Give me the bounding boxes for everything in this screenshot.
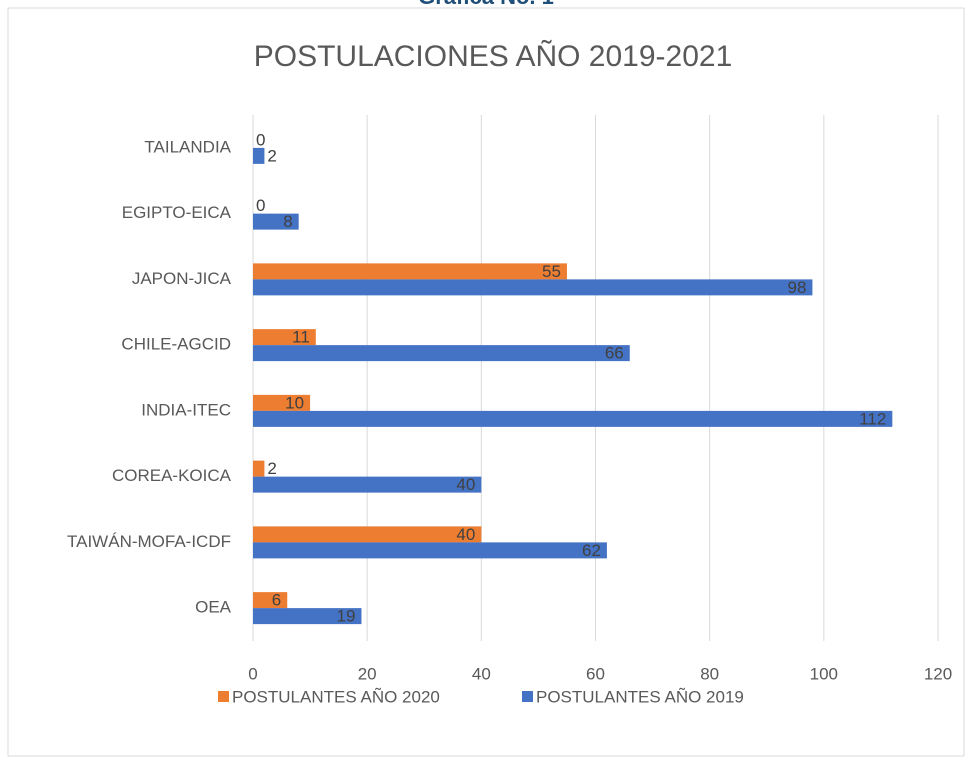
- data-label: 0: [256, 130, 265, 149]
- y-tick-label: CHILE-AGCID: [121, 335, 231, 354]
- bar: [253, 279, 813, 296]
- data-label: 62: [582, 541, 601, 560]
- y-tick-label: TAIWÁN-MOFA-ICDF: [67, 532, 231, 551]
- bar: [253, 592, 288, 609]
- bar: [253, 329, 316, 346]
- x-tick-label: 100: [810, 664, 838, 683]
- x-tick-label: 60: [586, 664, 605, 683]
- data-label: 55: [542, 262, 561, 281]
- data-label: 8: [283, 212, 292, 231]
- data-label: 66: [605, 344, 624, 363]
- x-tick-label: 0: [248, 664, 257, 683]
- data-label: 40: [456, 525, 475, 544]
- bar: [253, 213, 299, 230]
- bar: [253, 394, 311, 411]
- y-tick-label: COREA-KOICA: [112, 466, 232, 485]
- y-tick-label: JAPON-JICA: [132, 269, 232, 288]
- data-label: 10: [285, 393, 304, 412]
- data-label: 98: [787, 278, 806, 297]
- bar: [253, 410, 893, 427]
- legend-label: POSTULANTES AÑO 2020: [232, 687, 440, 706]
- y-tick-label: TAILANDIA: [144, 137, 231, 156]
- chart-title: POSTULACIONES AÑO 2019-2021: [254, 39, 733, 73]
- data-label: 11: [292, 328, 310, 347]
- legend-swatch: [522, 691, 533, 702]
- legend-swatch: [218, 691, 229, 702]
- data-label: 19: [337, 607, 356, 626]
- data-label: 6: [272, 591, 281, 610]
- bar: [253, 476, 482, 493]
- bar: [253, 460, 265, 477]
- x-tick-label: 20: [358, 664, 377, 683]
- bar: [253, 608, 362, 625]
- legend-label: POSTULANTES AÑO 2019: [536, 687, 744, 706]
- chart-frame: [7, 7, 965, 757]
- data-label: 0: [256, 196, 265, 215]
- x-tick-label: 80: [700, 664, 719, 683]
- y-tick-label: EGIPTO-EICA: [122, 203, 232, 222]
- bar: [253, 147, 265, 164]
- data-label: 2: [267, 146, 276, 165]
- data-label: 112: [859, 409, 886, 428]
- x-tick-label: 40: [472, 664, 491, 683]
- y-tick-label: INDIA-ITEC: [141, 400, 231, 419]
- data-label: 2: [267, 459, 276, 478]
- data-label: 40: [456, 475, 475, 494]
- bar: [253, 526, 482, 543]
- x-tick-label: 120: [924, 664, 952, 683]
- y-tick-label: OEA: [195, 598, 232, 617]
- caption: Gráfica No. 1: [418, 0, 554, 9]
- bar: [253, 345, 630, 362]
- bar: [253, 542, 607, 559]
- bar: [253, 263, 567, 280]
